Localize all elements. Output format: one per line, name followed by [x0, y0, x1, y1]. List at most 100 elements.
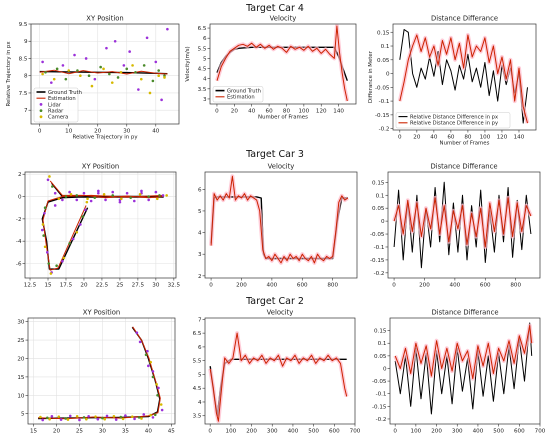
chart-title: Velocity: [268, 163, 295, 171]
series-line-ground-truth: [210, 196, 348, 260]
scatter-point-lidar: [154, 60, 158, 64]
y-tick-label: 8.5: [19, 56, 28, 62]
scatter-point-radar: [157, 69, 160, 72]
scatter-point-camera: [86, 197, 89, 201]
y-tick-label: 4: [198, 231, 202, 237]
scatter-point-radar: [119, 415, 123, 419]
scatter-point-radar: [151, 375, 155, 379]
scatter-point-camera: [140, 417, 143, 420]
x-tick-label: 25: [76, 429, 84, 435]
y-tick-label: 20: [17, 356, 25, 362]
y-tick-label: 5: [198, 372, 202, 378]
scatter-point-lidar: [50, 414, 54, 418]
x-tick-label: 32.5: [168, 283, 181, 289]
scatter-point-camera: [48, 175, 51, 178]
scatter-point-camera: [79, 74, 82, 78]
x-tick-label: 30: [152, 283, 160, 289]
scatter-point-lidar: [151, 416, 155, 419]
scatter-point-lidar: [93, 77, 97, 81]
scatter-point-camera: [102, 67, 105, 71]
series-line-relative-distance-difference-in-px: [394, 322, 533, 415]
axes-frame: [204, 317, 356, 425]
scatter-point-radar: [76, 69, 79, 72]
scatter-point-lidar: [46, 178, 50, 182]
scatter-point-radar: [87, 74, 91, 78]
y-tick-label: -0.05: [372, 379, 387, 385]
scatter-point-camera: [139, 77, 143, 81]
series-line-estimation: [39, 69, 168, 75]
scatter-point-lidar: [96, 417, 100, 421]
scatter-point-lidar: [84, 208, 87, 212]
x-tick-label: 35: [122, 429, 130, 435]
scatter-point-camera: [67, 69, 71, 72]
legend-entry: Relative Distance Difference in py: [410, 121, 498, 127]
scatter-point-radar: [116, 76, 120, 79]
y-tick-label: 5.5: [198, 46, 207, 52]
series-line-estimation: [210, 175, 349, 264]
scatter-point-lidar: [61, 259, 64, 263]
y-tick-label: 3.5: [193, 414, 202, 420]
scatter-point-camera: [52, 77, 56, 81]
scatter-point-radar: [147, 195, 150, 198]
scatter-point-lidar: [73, 53, 76, 57]
y-tick-label: 8: [24, 74, 28, 80]
row-title-car-2: Target Car 2: [246, 296, 304, 307]
scatter-point-camera: [163, 76, 166, 79]
scatter-point-lidar: [104, 198, 107, 202]
y-tick-label: -6: [16, 261, 22, 267]
scatter-point-lidar: [132, 199, 136, 203]
scatter-point-radar: [99, 65, 102, 69]
y-tick-label: 6.5: [193, 331, 202, 337]
y-tick-label: 0.05: [374, 354, 387, 360]
x-tick-label: 800: [510, 283, 521, 289]
x-tick-label: 120: [497, 135, 508, 141]
y-axis-label: Differance in Meter: [368, 50, 374, 103]
scatter-point-lidar: [61, 64, 65, 67]
series-line-estimation: [209, 332, 348, 422]
legend-entry: Relative Distance Difference in px: [410, 115, 498, 121]
legend-entry: Ground Truth: [227, 89, 261, 95]
x-axis-label: Number of Frames: [440, 141, 490, 147]
scatter-point-camera: [112, 414, 116, 418]
series-line-relative-distance-difference-in-py: [399, 34, 528, 124]
axes-frame: [27, 317, 176, 425]
y-tick-label: -0.2: [379, 127, 390, 133]
scatter-point-radar: [43, 206, 47, 210]
scatter-point-lidar: [79, 223, 82, 226]
y-tick-label: 0.1: [376, 193, 385, 199]
scatter-point-lidar: [50, 81, 53, 84]
scatter-point-camera: [75, 414, 79, 418]
scatter-point-radar: [142, 64, 146, 67]
y-tick-label: 7: [198, 317, 202, 323]
y-tick-label: 7.5: [19, 91, 28, 97]
scatter-point-lidar: [82, 191, 86, 195]
scatter-point-camera: [57, 197, 61, 201]
y-tick-label: 25: [17, 338, 25, 344]
scatter-point-lidar: [53, 191, 57, 195]
scatter-point-camera: [41, 72, 44, 76]
x-tick-label: 140: [514, 135, 525, 141]
scatter-point-camera: [102, 193, 106, 196]
chart-dist_car3: 0 200 400 600 800 -0.2 -0.15 -0.1 -0.05 0 0.05 0.1 0…: [370, 163, 541, 289]
y-tick-label: 4: [198, 400, 202, 406]
row-title-car-3: Target Car 3: [246, 149, 304, 160]
x-tick-label: 200: [431, 429, 442, 435]
scatter-point-lidar: [122, 64, 126, 67]
x-tick-label: 100: [480, 135, 491, 141]
scatter-point-radar: [156, 393, 159, 397]
y-tick-label: -0.15: [372, 404, 387, 410]
chart-title: XY Position: [83, 309, 120, 317]
scatter-point-radar: [81, 215, 84, 218]
scatter-point-lidar: [68, 414, 72, 418]
x-tick-label: 100: [299, 109, 310, 115]
scatter-point-radar: [45, 416, 49, 420]
scatter-point-radar: [134, 70, 137, 74]
chart-dist_car2: 0 100 200 300 400 500 600 700 -0.2 -0.15 -0.1 -0.05…: [372, 309, 546, 435]
y-tick-label: 6: [198, 187, 202, 193]
scatter-point-radar: [55, 264, 58, 268]
scatter-point-radar: [68, 242, 71, 245]
axes-frame: [204, 171, 358, 279]
scatter-point-lidar: [145, 36, 149, 40]
scatter-point-lidar: [146, 349, 149, 353]
scatter-point-camera: [94, 415, 97, 418]
